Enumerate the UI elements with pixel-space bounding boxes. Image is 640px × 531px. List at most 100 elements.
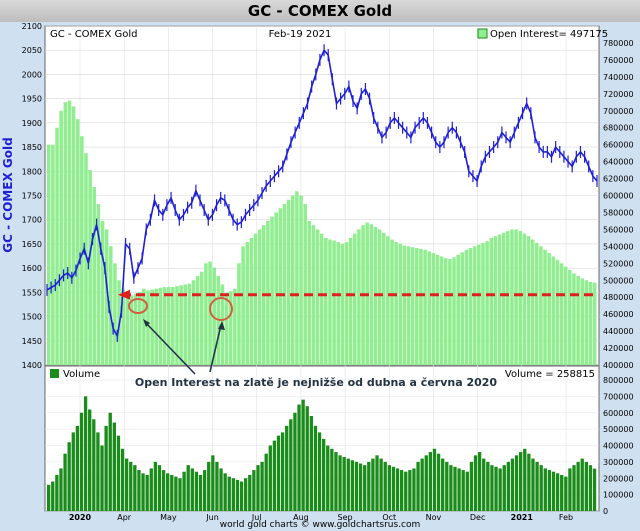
volume-bar	[153, 461, 158, 511]
open-interest-bar	[319, 233, 324, 365]
open-interest-bar	[121, 288, 125, 365]
price-tick-label: 1650	[22, 240, 42, 249]
open-interest-bar	[468, 248, 473, 365]
annotation: Open Interest na zlatě je nejnižše od du…	[118, 289, 597, 389]
volume-bar	[560, 474, 564, 511]
volume-bar	[453, 466, 457, 511]
open-interest-bar	[506, 231, 510, 365]
volume-bar	[367, 461, 371, 511]
volume-bar	[486, 461, 490, 511]
highlight-circle-june	[209, 297, 233, 321]
highlight-circle-april	[128, 298, 148, 314]
open-interest-bar	[510, 229, 514, 365]
volume-bar	[449, 465, 453, 511]
open-interest-bar	[55, 127, 59, 365]
open-interest-bar	[406, 246, 411, 365]
open-interest-bar	[286, 199, 291, 365]
open-interest-bar	[129, 295, 134, 365]
volume-bar	[564, 476, 568, 511]
volume-bar	[285, 425, 289, 511]
volume-bar	[379, 458, 383, 511]
volume-bar	[182, 471, 186, 511]
open-interest-bar	[88, 170, 92, 365]
open-interest-bar	[228, 291, 233, 365]
volume-bar	[358, 463, 363, 511]
open-interest-bar	[477, 244, 481, 365]
open-interest-bar	[522, 233, 527, 365]
open-interest-tick-label: 560000	[603, 225, 634, 234]
open-interest-bar	[588, 281, 593, 365]
volume-bar	[170, 474, 174, 511]
open-interest-bar	[92, 187, 97, 365]
open-interest-bar	[344, 242, 349, 365]
volume-bar	[47, 484, 51, 511]
volume-bar	[67, 442, 71, 511]
volume-tick-label: 600000	[603, 409, 634, 418]
open-interest-bar	[237, 263, 241, 365]
open-interest-bar	[398, 243, 403, 365]
open-interest-bar	[84, 153, 88, 365]
volume-bar	[186, 465, 190, 511]
open-interest-bar	[282, 203, 287, 365]
volume-bar	[317, 432, 322, 511]
open-interest-tick-label: 700000	[603, 107, 634, 116]
open-interest-bar	[175, 286, 179, 365]
volume-bar	[178, 478, 182, 511]
open-interest-tick-label: 680000	[603, 124, 634, 133]
annotation-text: Open Interest na zlatě je nejnižše od du…	[135, 376, 497, 389]
open-interest-tick-label: 660000	[603, 141, 634, 150]
volume-bar	[260, 461, 264, 511]
open-interest-bar	[369, 224, 374, 365]
volume-bar	[363, 465, 367, 511]
open-interest-bar	[456, 254, 460, 365]
open-interest-bar	[402, 245, 407, 365]
open-interest-bar	[67, 100, 72, 365]
open-interest-bar	[113, 263, 117, 365]
volume-tick-label: 400000	[603, 442, 634, 451]
price-tick-label: 1850	[22, 143, 42, 152]
open-interest-tick-label: 760000	[603, 56, 634, 65]
open-interest-bar	[415, 248, 419, 365]
volume-legend-swatch	[50, 369, 59, 378]
volume-bar	[387, 465, 391, 511]
open-interest-bar	[249, 237, 254, 365]
open-interest-bar	[290, 195, 295, 365]
annotation-arrow-june	[209, 324, 222, 373]
volume-bar	[416, 461, 420, 511]
volume-bar	[309, 416, 313, 511]
open-interest-bar	[514, 229, 518, 365]
open-interest-bar	[137, 292, 142, 365]
open-interest-tick-label: 780000	[603, 39, 634, 48]
volume-bar	[174, 476, 178, 511]
price-tick-label: 1800	[22, 167, 42, 176]
volume-bar	[88, 409, 92, 511]
volume-bar	[502, 465, 506, 511]
volume-bar	[227, 476, 231, 511]
open-interest-bar	[357, 229, 361, 365]
open-interest-bar	[315, 229, 320, 365]
volume-tick-label: 800000	[603, 376, 634, 385]
volume-bar	[313, 425, 318, 511]
open-interest-bar	[125, 292, 130, 365]
price-tick-label: 2050	[22, 46, 42, 55]
volume-bar	[137, 470, 141, 511]
volume-bar	[120, 448, 125, 511]
open-interest-bar	[518, 231, 522, 365]
x-tick-label: Jun	[205, 513, 219, 522]
open-interest-bar	[551, 256, 556, 365]
price-tick-label: 1950	[22, 95, 42, 104]
volume-bar	[576, 461, 580, 511]
open-interest-tick-label: 600000	[603, 192, 634, 201]
volume-bar	[592, 468, 597, 511]
open-interest-bar	[555, 259, 560, 365]
open-interest-bar	[328, 239, 332, 365]
x-tick-label: Aug	[293, 513, 309, 522]
volume-bar	[104, 425, 108, 511]
volume-bar	[264, 453, 268, 511]
open-interest-bar	[410, 247, 415, 365]
price-line	[46, 48, 598, 339]
volume-bar	[482, 458, 486, 511]
volume-bar	[293, 412, 297, 511]
x-tick-label: Nov	[426, 513, 442, 522]
volume-bar	[116, 435, 121, 511]
